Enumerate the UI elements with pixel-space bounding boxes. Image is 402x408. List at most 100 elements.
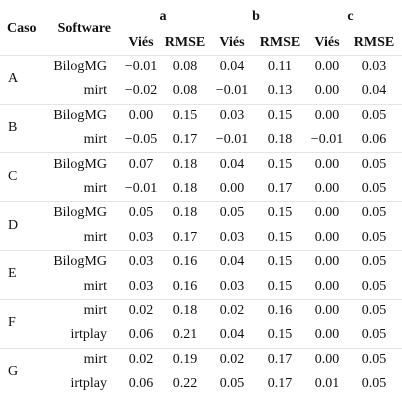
header-software: Software [57, 21, 111, 36]
cell-value: 0.16 [172, 278, 198, 294]
cell-value: 0.22 [172, 376, 198, 392]
cell-value: 0.13 [267, 83, 293, 99]
cell-value: 0.15 [267, 229, 293, 245]
cell-value: 0.00 [314, 303, 340, 318]
cell-value: −0.01 [124, 59, 158, 74]
cell-value: 0.15 [267, 327, 293, 343]
cell-value: −0.02 [124, 83, 158, 99]
cell-value: 0.18 [172, 156, 198, 172]
row-separator [0, 103, 402, 105]
software: BilogMG [53, 254, 107, 270]
software: mirt [83, 351, 107, 367]
cell-value: 0.21 [172, 327, 198, 343]
software: mirt [83, 83, 107, 99]
cell-value: 0.17 [172, 229, 198, 245]
cell-value: 0.05 [219, 205, 245, 221]
cell-value: 0.17 [172, 132, 198, 148]
cell-value: 0.18 [267, 132, 293, 148]
software: mirt [83, 132, 107, 148]
cell-value: 0.05 [361, 229, 387, 245]
cell-value: 0.16 [172, 254, 198, 270]
cell-value: 0.02 [219, 303, 245, 318]
software: BilogMG [53, 59, 107, 74]
cell-value: 0.04 [219, 327, 245, 343]
cell-value: 0.15 [267, 254, 293, 270]
header-caso: Caso [7, 21, 37, 36]
header-metric: RMSE [164, 35, 206, 50]
cell-value: −0.01 [310, 132, 344, 148]
cell-value: 0.04 [219, 156, 245, 172]
cell-value: 0.15 [267, 156, 293, 172]
software: BilogMG [53, 156, 107, 172]
cell-value: 0.18 [172, 303, 198, 318]
cell-value: 0.17 [267, 181, 293, 196]
cell-value: 0.15 [267, 278, 293, 294]
cell-value: 0.03 [219, 107, 245, 123]
cell-value: 0.05 [361, 254, 387, 270]
cell-value: 0.05 [361, 303, 387, 318]
case-label: C [8, 168, 18, 184]
header-metric: RMSE [259, 35, 301, 50]
cell-value: −0.01 [124, 181, 158, 196]
cell-value: 0.05 [361, 205, 387, 221]
cell-value: 0.11 [268, 59, 292, 74]
case-label: E [8, 266, 17, 282]
cell-value: −0.01 [215, 132, 249, 148]
case-label: B [8, 120, 18, 135]
cell-value: 0.18 [172, 181, 198, 196]
cell-value: 0.08 [172, 83, 198, 99]
header-metric: Viés [314, 35, 340, 50]
software: mirt [83, 303, 107, 318]
cell-value: −0.05 [124, 132, 158, 148]
software: mirt [83, 181, 107, 196]
cell-value: 0.03 [128, 254, 154, 270]
cell-value: 0.17 [267, 376, 293, 392]
cell-value: 0.16 [267, 303, 293, 318]
cell-value: 0.00 [314, 327, 340, 343]
cell-value: −0.01 [215, 83, 249, 99]
cell-value: 0.05 [361, 278, 387, 294]
cell-value: 0.00 [314, 83, 340, 99]
header-metric: RMSE [353, 35, 395, 50]
cell-value: 0.03 [219, 278, 245, 294]
case-label: G [8, 364, 19, 379]
row-separator [0, 250, 402, 251]
row-separator [0, 152, 402, 154]
row-separator [0, 298, 402, 300]
row-separator [0, 201, 402, 203]
cell-value: 0.03 [128, 278, 154, 294]
cell-value: 0.00 [219, 181, 245, 196]
software: irtplay [70, 376, 107, 392]
cell-value: 0.05 [361, 351, 387, 367]
cell-value: 0.05 [361, 327, 387, 343]
cell-value: 0.00 [314, 181, 340, 196]
header-metric: Viés [128, 35, 154, 50]
cell-value: 0.00 [314, 278, 340, 294]
cell-value: 0.01 [314, 376, 340, 392]
cell-value: 0.04 [361, 83, 387, 99]
row-separator [0, 55, 402, 56]
cell-value: 0.04 [219, 59, 245, 74]
cell-value: 0.02 [128, 351, 154, 367]
cell-value: 0.17 [267, 351, 293, 367]
cell-value: 0.03 [219, 229, 245, 245]
cell-value: 0.05 [361, 181, 387, 196]
case-label: F [8, 315, 16, 331]
cell-value: 0.04 [219, 254, 245, 270]
software: mirt [83, 278, 107, 294]
cell-value: 0.06 [128, 376, 154, 392]
header-group: a [159, 9, 167, 24]
cell-value: 0.02 [219, 351, 245, 367]
cell-value: 0.15 [267, 107, 293, 123]
cell-value: 0.15 [267, 205, 293, 221]
header-group: b [252, 9, 260, 24]
cell-value: 0.00 [314, 59, 340, 74]
case-label: A [8, 71, 19, 87]
cell-value: 0.05 [361, 376, 387, 392]
cell-value: 0.18 [172, 205, 198, 221]
software: BilogMG [53, 107, 107, 123]
cell-value: 0.05 [361, 107, 387, 123]
software: mirt [83, 229, 107, 245]
cell-value: 0.05 [219, 376, 245, 392]
